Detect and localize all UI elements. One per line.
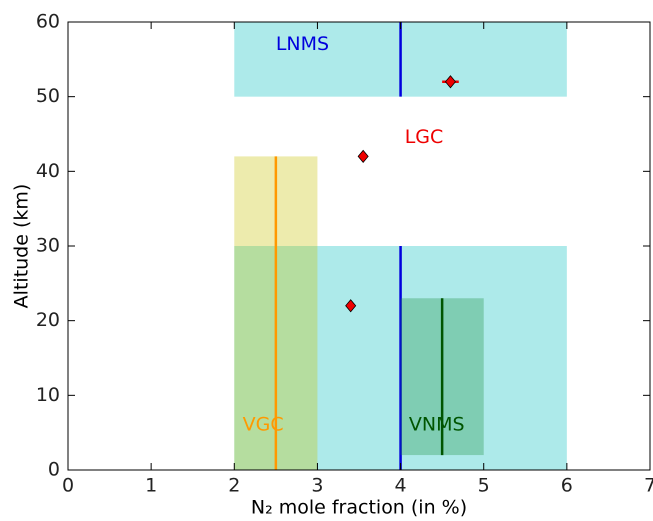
series-label: VGC (243, 414, 284, 436)
x-tick-label: 0 (62, 475, 74, 497)
x-tick-label: 7 (644, 475, 653, 497)
series-label: LNMS (276, 33, 329, 55)
data-point (444, 75, 456, 89)
y-tick-label: 40 (36, 160, 60, 182)
x-tick-label: 1 (145, 475, 157, 497)
x-axis-label: N₂ mole fraction (in %) (251, 497, 467, 519)
x-tick-label: 6 (561, 475, 573, 497)
data-point (345, 299, 357, 313)
y-tick-label: 0 (48, 459, 60, 481)
y-tick-label: 50 (36, 85, 60, 107)
x-tick-label: 5 (478, 475, 490, 497)
y-tick-label: 30 (36, 235, 60, 257)
y-tick-label: 20 (36, 309, 60, 331)
y-tick-label: 60 (36, 11, 60, 33)
x-tick-label: 4 (395, 475, 407, 497)
series-label: VNMS (409, 414, 465, 436)
y-axis-label: Altitude (km) (11, 184, 33, 309)
y-tick-label: 10 (36, 384, 60, 406)
x-tick-label: 2 (228, 475, 240, 497)
x-tick-label: 3 (311, 475, 323, 497)
data-point (357, 149, 369, 164)
series-label: LGC (405, 126, 444, 148)
